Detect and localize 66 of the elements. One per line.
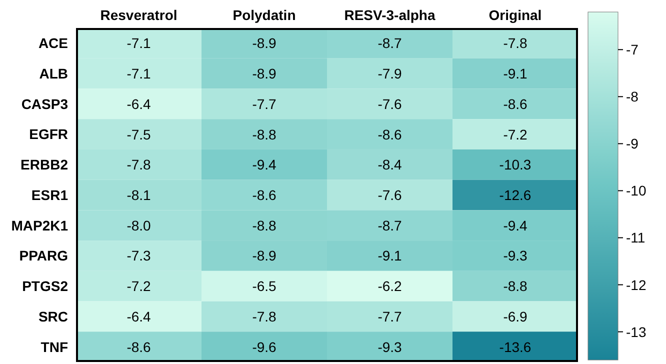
y-tick-label: TNF [40,338,68,355]
data-label: -8.7 [378,217,402,234]
data-label: -6.4 [126,308,152,324]
data-label: -7.8 [126,156,152,173]
color-bar-label: -7 [626,42,639,58]
data-label: -8.8 [252,126,277,142]
data-label: -8.6 [252,187,277,203]
data-label: -8.6 [503,96,528,112]
data-label: -8.9 [252,248,277,264]
x-tick-label: Original [488,7,542,23]
data-label: -7.3 [126,248,152,264]
y-tick-label: MAP2K1 [11,217,68,234]
y-tick-label: ALB [39,66,68,82]
data-label: -7.2 [503,126,528,142]
x-tick-label: RESV-3-alpha [344,7,436,23]
data-label: -7.8 [503,35,528,52]
data-label: -6.5 [252,278,277,294]
data-label: -7.8 [252,308,277,324]
y-tick-label: SRC [38,308,68,324]
data-label: -8.0 [126,217,152,234]
color-bar-label: -11 [626,230,646,246]
y-tick-label: ESR1 [31,186,68,203]
data-label: -7.9 [378,66,402,82]
y-tick-label: CASP3 [21,96,68,112]
color-bar-label: -9 [626,136,639,152]
data-label: -10.3 [499,156,532,173]
data-label: -6.4 [126,96,152,112]
data-label: -9.1 [503,66,528,82]
data-label: -7.6 [378,187,402,203]
data-label: -7.7 [378,308,402,324]
x-tick-label: Polydatin [232,7,296,23]
data-label: -8.8 [252,217,277,234]
data-label: -9.1 [378,248,402,264]
y-tick-label: ERBB2 [20,156,68,173]
data-label: -6.9 [503,308,528,324]
data-label: -6.2 [378,278,402,294]
data-label: -8.9 [252,66,277,82]
data-label: -8.4 [378,156,402,173]
data-label: -12.6 [499,187,532,203]
data-label: -8.7 [378,35,402,52]
data-label: -7.1 [126,35,152,52]
data-label: -8.6 [378,126,402,142]
data-label: -8.9 [252,35,277,52]
data-label: -7.6 [378,96,402,112]
data-label: -9.4 [252,156,277,173]
data-label: -9.4 [503,217,528,234]
data-label: -9.6 [252,338,277,355]
data-label: -8.1 [126,187,152,203]
color-bar-label: -13 [626,324,646,340]
y-tick-label: EGFR [29,126,68,142]
y-tick-label: PPARG [19,248,68,264]
data-label: -8.6 [126,338,152,355]
data-label: -9.3 [378,338,402,355]
color-bar-label: -8 [626,88,639,105]
x-tick-label: Resveratrol [100,7,178,23]
color-bar-label: -10 [626,182,646,199]
data-label: -7.5 [126,126,152,142]
y-tick-label: ACE [38,35,68,52]
data-label: -9.3 [503,248,528,264]
data-label: -7.7 [252,96,277,112]
data-label: -7.2 [126,278,152,294]
data-label: -7.1 [126,66,152,82]
data-label: -8.8 [503,278,528,294]
data-label: -13.6 [499,338,532,355]
color-bar-label: -12 [626,276,646,293]
y-tick-label: PTGS2 [22,278,68,294]
